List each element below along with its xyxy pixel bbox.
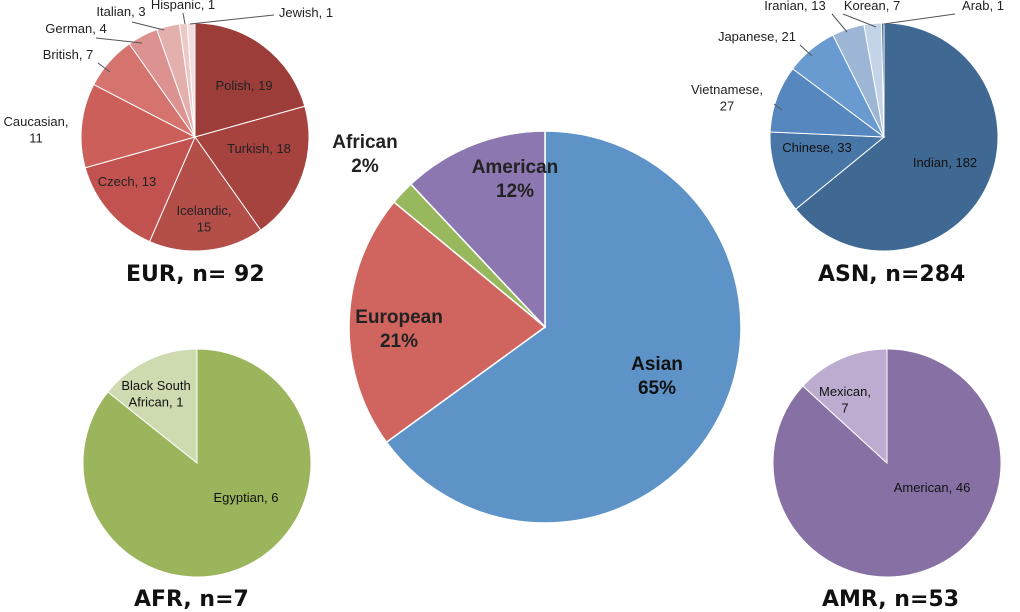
asn-leader-line-vietnamese (773, 103, 783, 111)
eur-label-hispanic: Hispanic, 1 (151, 0, 215, 12)
afr-slice-black-south-african (107, 348, 198, 465)
amr-pie: American, 46 Mexican, 7 (772, 348, 1002, 578)
eur-leader-line-british (97, 62, 111, 73)
eur-slice-czech (84, 136, 196, 243)
asn-leader-line-korean (842, 13, 877, 28)
amr-title: AMR, n=53 (822, 587, 959, 612)
eur-label-turkish: Turkish, 18 (227, 141, 291, 156)
eur-label-czech: Czech, 13 (98, 174, 157, 189)
overall-label-american: American 12% (472, 157, 559, 202)
asn-leader-line-arab (883, 13, 956, 25)
eur-slice-polish (194, 22, 306, 138)
eur-label-caucasian: Caucasian, 11 (3, 114, 68, 145)
asn-label-chinese: Chinese, 33 (782, 140, 851, 155)
overall-slice-asian (385, 130, 742, 524)
asn-label-vietnamese: Vietnamese, 27 (691, 82, 763, 113)
eur-slice-caucasian (80, 83, 197, 169)
asn-slice-arab (880, 22, 885, 138)
eur-label-icelandic: Icelandic, 15 (177, 203, 232, 234)
overall-label-asian: Asian 65% (631, 354, 683, 399)
asn-label-indian: Indian, 182 (913, 155, 977, 170)
afr-title: AFR, n=7 (134, 587, 249, 612)
eur-label-italian: Italian, 3 (96, 4, 145, 19)
asn-leader-line-iranian (831, 13, 848, 33)
overall-slice-european (348, 201, 547, 444)
eur-label-polish: Polish, 19 (215, 78, 272, 93)
afr-label-egyptian: Egyptian, 6 (213, 490, 278, 505)
eur-slice-turkish (194, 105, 310, 231)
asn-slice-indian (795, 22, 999, 252)
eur-leader-line-italian (131, 21, 165, 31)
amr-label-mexican: Mexican, 7 (819, 384, 871, 415)
eur-pie: Polish, 19 Turkish, 18 Icelandic, 15 Czech, … (3, 0, 333, 252)
asn-leader-line-japanese (799, 44, 813, 57)
asn-label-japanese: Japanese, 21 (718, 29, 796, 44)
overall-pie: Asian 65% European 21% African 2% American 12% (332, 130, 742, 524)
asn-label-korean: Korean, 7 (844, 0, 900, 13)
overall-label-european: European 21% (355, 307, 443, 352)
asn-slice-chinese (769, 131, 886, 210)
eur-leader-line-german (95, 37, 143, 44)
asn-title: ASN, n=284 (818, 262, 966, 287)
eur-label-german: German, 4 (45, 21, 106, 36)
overall-slice-american (409, 130, 546, 329)
eur-title: EUR, n= 92 (126, 262, 265, 287)
eur-label-jewish: Jewish, 1 (279, 5, 333, 20)
eur-leader-line-jewish (189, 14, 275, 25)
eur-slice-icelandic (148, 135, 262, 252)
asn-pie: Indian, 182 Chinese, 33 Vietnamese, 27 Japan… (691, 0, 1004, 252)
amr-label-american: American, 46 (894, 480, 971, 495)
amr-slice-mexican (802, 348, 888, 465)
asn-label-arab: Arab, 1 (962, 0, 1004, 13)
afr-pie: Egyptian, 6 Black South African, 1 (82, 348, 312, 578)
afr-label-black-south-african: Black South African, 1 (121, 378, 190, 409)
overall-label-african: African 2% (332, 132, 397, 177)
eur-label-british: British, 7 (43, 47, 94, 62)
eur-leader-line-hispanic (182, 12, 186, 25)
asn-label-iranian: Iranian, 13 (764, 0, 825, 13)
